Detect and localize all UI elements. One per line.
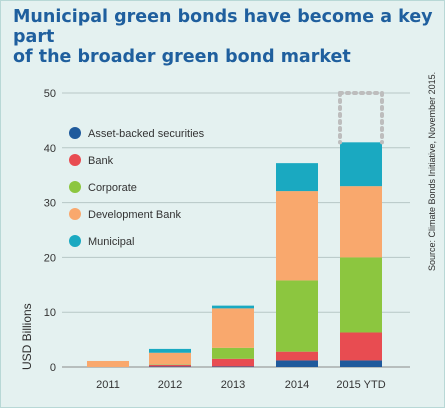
legend-label: Development Bank [88, 209, 181, 221]
chart-title: Municipal green bonds have become a key … [13, 7, 433, 67]
legend-label: Corporate [88, 182, 137, 194]
y-tick-label: 0 [50, 362, 56, 374]
projection-outline [338, 91, 384, 145]
bars [87, 142, 382, 367]
x-tick-label: 2012 [158, 379, 182, 391]
x-tick-label: 2011 [96, 379, 120, 391]
y-tick-labels: 0 10 20 30 40 50 [44, 88, 56, 374]
bar-segment [340, 257, 382, 333]
bar-segment [276, 360, 318, 367]
legend: Asset-backed securities Bank Corporate Deve… [69, 127, 205, 248]
bar-segment [212, 347, 254, 359]
bar-segment [149, 348, 191, 353]
legend-label: Bank [88, 155, 114, 167]
bar-segment [340, 142, 382, 187]
bar-segment [149, 364, 191, 365]
x-tick-label: 2014 [285, 379, 309, 391]
bar-segment [276, 163, 318, 192]
bar-segment [149, 366, 191, 367]
bar-segment [212, 366, 254, 367]
y-tick-label: 40 [44, 143, 56, 155]
bar-segment [276, 351, 318, 361]
legend-swatch [69, 235, 81, 247]
bar-segment [276, 191, 318, 281]
chart-title-line-1: Municipal green bonds have become a key … [13, 7, 433, 47]
y-tick-label: 50 [44, 88, 56, 100]
x-tick-labels: 2011 2012 2013 2014 2015 YTD [96, 379, 386, 391]
bar-segment [212, 305, 254, 309]
y-tick-label: 20 [44, 252, 56, 264]
chart-title-line-2: of the broader green bond market [13, 47, 351, 67]
x-tick-label: 2013 [221, 379, 245, 391]
legend-swatch [69, 127, 81, 139]
y-tick-label: 30 [44, 198, 56, 210]
bar-segment [212, 358, 254, 367]
bar-segment [340, 360, 382, 367]
legend-swatch [69, 208, 81, 220]
bar-segment [87, 360, 129, 367]
x-tick-label: 2015 YTD [336, 379, 385, 391]
legend-label: Asset-backed securities [88, 128, 205, 140]
bar-segment [276, 280, 318, 352]
y-axis-label: USD Billions [20, 303, 34, 370]
legend-swatch [69, 154, 81, 166]
bar-segment [212, 308, 254, 348]
y-tick-label: 10 [44, 307, 56, 319]
bar-segment [149, 364, 191, 367]
legend-swatch [69, 181, 81, 193]
bar-segment [340, 332, 382, 361]
bar-segment [340, 186, 382, 258]
legend-label: Municipal [88, 236, 134, 248]
bar-segment [149, 352, 191, 365]
